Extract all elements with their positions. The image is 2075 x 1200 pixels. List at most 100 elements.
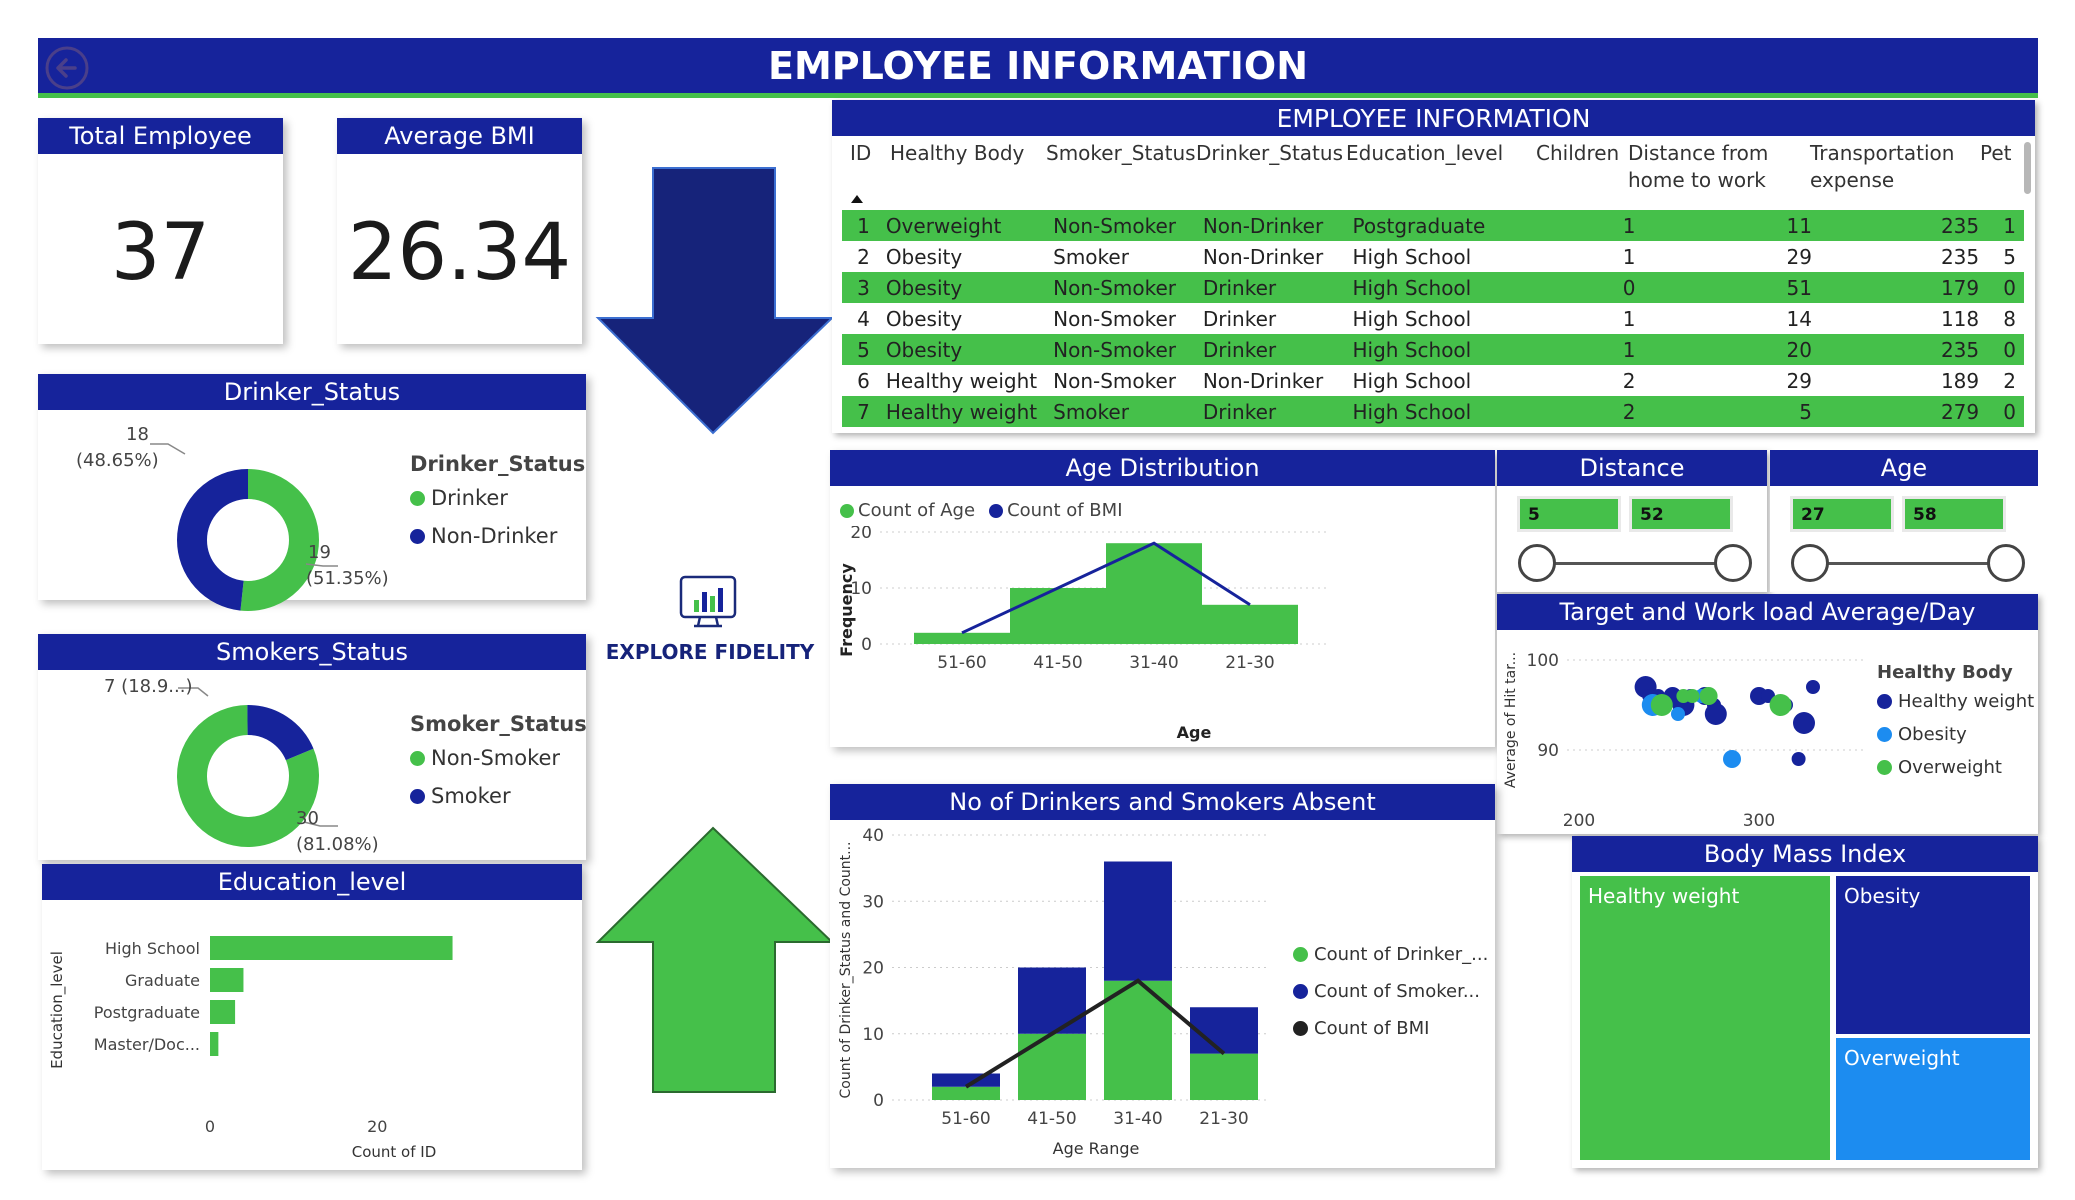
treemap-cell-healthy-weight[interactable]: Healthy weight <box>1578 874 1832 1162</box>
table-row[interactable]: 7 Healthy weight Smoker Drinker High School 2… <box>842 396 2024 427</box>
age-bar[interactable] <box>1106 543 1202 644</box>
drinker-bar[interactable] <box>1190 1053 1258 1100</box>
table-row[interactable]: 5 Obesity Non-Smoker Drinker High School 1 20 2… <box>842 334 2024 365</box>
age-bar[interactable] <box>1010 588 1106 644</box>
table-cell: 11 <box>1643 210 1820 241</box>
drinker-donut-chart[interactable] <box>148 440 348 640</box>
legend-item-drinker[interactable]: Drinker <box>410 486 585 510</box>
smoker-donut-chart[interactable] <box>148 676 348 876</box>
legend-dot-green <box>1877 760 1892 775</box>
col-header-id[interactable]: ID <box>850 141 872 165</box>
scatter-point[interactable] <box>1650 694 1673 716</box>
drinker-bar[interactable] <box>932 1086 1000 1100</box>
drinker-bar[interactable] <box>1018 1033 1086 1100</box>
legend-label: Count of BMI <box>1314 1018 1430 1039</box>
education-category-label: Graduate <box>125 971 200 990</box>
legend-item-healthy-weight[interactable]: Healthy weight <box>1877 691 2034 712</box>
treemap-cell-overweight[interactable]: Overweight <box>1834 1036 2032 1162</box>
bmi-line[interactable] <box>964 978 1226 1089</box>
smoker-bar[interactable] <box>1104 861 1172 981</box>
col-header-pet[interactable]: Pet <box>1980 141 2012 165</box>
total-employee-label: Total Employee <box>38 118 283 154</box>
table-row[interactable]: 2 Obesity Smoker Non-Drinker High School 1 29 2… <box>842 241 2024 272</box>
y-tick-label: 100 <box>1527 651 1559 671</box>
education-bar[interactable] <box>210 936 453 960</box>
distance-slider-max-handle[interactable] <box>1714 544 1752 582</box>
legend-item-count-of-bmi[interactable]: Count of BMI <box>989 500 1123 521</box>
average-bmi-label: Average BMI <box>337 118 582 154</box>
col-header-transport-2[interactable]: expense <box>1810 168 1895 192</box>
legend-item-overweight[interactable]: Overweight <box>1877 757 2034 778</box>
scatter-point[interactable] <box>1769 694 1792 716</box>
col-header-healthy-body[interactable]: Healthy Body <box>890 141 1025 165</box>
legend-item-count-drinker[interactable]: Count of Drinker_... <box>1293 944 1488 965</box>
col-header-children[interactable]: Children <box>1536 141 1620 165</box>
table-cell: 29 <box>1786 368 1812 393</box>
table-cell: 1 <box>1529 210 1644 241</box>
donut-slice-non-smoker[interactable] <box>175 703 322 850</box>
table-cell: 179 <box>1820 272 1988 303</box>
header-green-line <box>38 93 2038 98</box>
drinker-label-lines <box>150 443 338 567</box>
legend-item-non-smoker[interactable]: Non-Smoker <box>410 746 587 770</box>
smoker-bar[interactable] <box>1018 967 1086 1034</box>
legend-item-obesity[interactable]: Obesity <box>1877 724 2034 745</box>
legend-item-count-bmi[interactable]: Count of BMI <box>1293 1018 1488 1039</box>
sort-ascending-icon[interactable] <box>850 194 864 204</box>
col-header-smoker-status[interactable]: Smoker_Status <box>1046 141 1196 165</box>
scatter-point[interactable] <box>1793 712 1815 734</box>
bmi-title: Body Mass Index <box>1572 836 2038 872</box>
table-cell: Non-Smoker <box>1045 272 1195 303</box>
education-bar[interactable] <box>210 1032 219 1056</box>
treemap-cell-obesity[interactable]: Obesity <box>1834 874 2032 1036</box>
legend-item-non-drinker[interactable]: Non-Drinker <box>410 524 585 548</box>
distance-max-input[interactable]: 52 <box>1629 496 1733 532</box>
distance-slider-min-handle[interactable] <box>1518 544 1556 582</box>
scatter-point[interactable] <box>1806 680 1820 694</box>
table-cell: High School <box>1344 396 1530 427</box>
education-bar[interactable] <box>210 1000 236 1024</box>
table-cell: 29 <box>1786 244 1812 269</box>
age-max-input[interactable]: 58 <box>1902 496 2006 532</box>
age-slider-max-handle[interactable] <box>1987 544 2025 582</box>
x-tick-label: 31-40 <box>1113 1109 1162 1129</box>
table-row[interactable]: 1 Overweight Non-Smoker Non-Drinker Postgrad… <box>842 210 2024 241</box>
smoker-bar[interactable] <box>1190 1007 1258 1054</box>
scatter-point[interactable] <box>1791 752 1806 766</box>
bmi-line[interactable] <box>961 541 1251 635</box>
back-arrow-icon[interactable] <box>44 45 90 91</box>
scatter-point[interactable] <box>1704 703 1727 725</box>
table-row[interactable]: 4 Obesity Non-Smoker Drinker High School 1 14 1… <box>842 303 2024 334</box>
col-header-drinker-status[interactable]: Drinker_Status <box>1196 141 1343 165</box>
age-min-input[interactable]: 27 <box>1790 496 1894 532</box>
age-slider-min-handle[interactable] <box>1791 544 1829 582</box>
education-bar[interactable] <box>210 968 244 992</box>
scatter-point[interactable] <box>1671 707 1685 721</box>
col-header-education-level[interactable]: Education_level <box>1346 141 1504 165</box>
col-header-distance-1[interactable]: Distance from <box>1628 141 1769 165</box>
legend-item-smoker[interactable]: Smoker <box>410 784 587 808</box>
age-bar[interactable] <box>914 632 1010 644</box>
absent-stacked-chart[interactable]: Count of Drinker_Status and Count... Age… <box>830 820 1495 1168</box>
target-scatter-chart[interactable]: Average of Hit tar... 100 90 200 300 <box>1497 630 2038 834</box>
donut-slice-non-drinker[interactable] <box>177 469 319 611</box>
table-row[interactable]: 6 Healthy weight Non-Smoker Non-Drinker High… <box>842 365 2024 396</box>
legend-item-count-smoker[interactable]: Count of Smoker... <box>1293 981 1488 1002</box>
table-row[interactable]: 3 Obesity Non-Smoker Drinker High School 0 51 1… <box>842 272 2024 303</box>
scatter-point[interactable] <box>1699 687 1718 705</box>
distance-min-input[interactable]: 5 <box>1517 496 1621 532</box>
table-scrollbar[interactable] <box>2024 142 2031 194</box>
legend-label: Non-Drinker <box>431 524 558 548</box>
legend-item-count-of-age[interactable]: Count of Age <box>840 500 975 521</box>
average-bmi-value: 26.34 <box>347 208 572 298</box>
table-body: 1 Overweight Non-Smoker Non-Drinker Postgrad… <box>842 210 2024 427</box>
col-header-distance-2[interactable]: home to work <box>1628 168 1766 192</box>
logo-text: EXPLORE FIDELITY <box>605 640 815 664</box>
age-bar[interactable] <box>1202 604 1298 644</box>
age-distribution-chart[interactable]: Frequency Age 0 10 20 51-60 41-50 31-40 21-30 <box>830 526 1495 747</box>
education-bar-chart[interactable]: Education_level Count of ID High School G… <box>42 900 582 1170</box>
scatter-point[interactable] <box>1723 750 1741 768</box>
col-header-transport-1[interactable]: Transportation <box>1810 141 1955 165</box>
scatter-point[interactable] <box>1685 689 1700 703</box>
x-tick-label: 31-40 <box>1129 653 1178 673</box>
